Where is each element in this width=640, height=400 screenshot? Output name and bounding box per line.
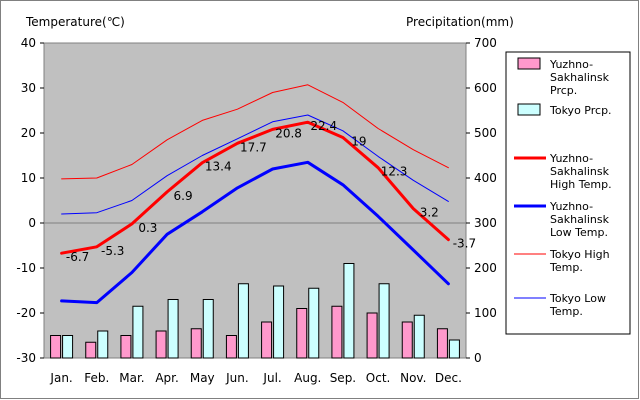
- legend-label: Yuzhno-: [549, 58, 593, 71]
- precip-tick-label: 300: [474, 216, 497, 230]
- temp-tick-label: 40: [21, 36, 36, 50]
- precip-tick-label: 600: [474, 81, 497, 95]
- yuzhno-precip-bar: [261, 321, 273, 359]
- month-label: Jul.: [262, 371, 281, 385]
- tokyo-precip-bar: [378, 283, 390, 359]
- high-temp-data-label: -3.7: [453, 237, 476, 251]
- month-label: Feb.: [84, 371, 109, 385]
- yuzhno-precip-bar: [155, 330, 167, 359]
- high-temp-data-label: -6.7: [66, 250, 89, 264]
- tokyo-precip-bar: [413, 314, 425, 359]
- plot-area: 403020100-10-20-307006005004003002001000…: [16, 36, 497, 385]
- plot-background: [43, 42, 467, 359]
- legend-label: Sakhalinsk: [550, 165, 610, 178]
- yuzhno-precip-bar: [331, 305, 343, 359]
- legend-box: [505, 51, 631, 335]
- right-axis-title: Precipitation(mm): [406, 15, 514, 29]
- legend-label: Temp.: [549, 261, 583, 274]
- month-label: Oct.: [366, 371, 391, 385]
- temp-tick-label: 0: [28, 216, 36, 230]
- precip-tick-label: 200: [474, 261, 497, 275]
- month-label: Apr.: [155, 371, 178, 385]
- tokyo-precip-bar: [237, 283, 249, 359]
- month-label: Nov.: [400, 371, 426, 385]
- tokyo-precip-bar: [273, 285, 285, 359]
- tokyo-precip-bar: [343, 263, 355, 359]
- legend-label: Tokyo High: [549, 248, 610, 261]
- precip-tick-label: 400: [474, 171, 497, 185]
- month-label: Dec.: [435, 371, 462, 385]
- legend-label: Low Temp.: [550, 226, 608, 239]
- yuzhno-precip-bar: [436, 328, 448, 359]
- high-temp-data-label: 13.4: [205, 160, 232, 174]
- yuzhno-precip-bar: [85, 341, 97, 359]
- tokyo-precip-bar: [448, 339, 460, 359]
- tokyo-precip-bar: [167, 299, 179, 359]
- tokyo-high-line: [61, 84, 449, 180]
- legend-label: Prcp.: [550, 84, 577, 97]
- temp-tick-label: 30: [21, 81, 36, 95]
- high-temp-data-label: 22.4: [310, 119, 337, 133]
- legend-label: Sakhalinsk: [550, 71, 610, 84]
- high-temp-data-label: 12.3: [381, 165, 408, 179]
- high-temp-data-label: 3.2: [420, 206, 439, 220]
- tokyo-precip-bar: [202, 299, 214, 359]
- yuzhno-precip-bar: [190, 328, 202, 359]
- legend-label: Yuzhno-: [549, 200, 593, 213]
- yuzhno-high-line: [60, 120, 450, 255]
- yuzhno-precip-bar: [120, 335, 132, 359]
- yuzhno-low-line: [60, 160, 450, 305]
- legend-label: High Temp.: [550, 178, 612, 191]
- legend-label: Yuzhno-: [549, 152, 593, 165]
- precip-tick-label: 700: [474, 36, 497, 50]
- yuzhno-precip-bar: [296, 308, 308, 359]
- high-temp-data-label: 6.9: [174, 189, 193, 203]
- temp-tick-label: -30: [16, 351, 36, 365]
- temp-tick-label: -20: [16, 306, 36, 320]
- tokyo-low-line: [61, 114, 449, 215]
- month-label: Jun.: [225, 371, 249, 385]
- month-label: Jan.: [49, 371, 72, 385]
- legend-label: Tokyo Low: [549, 292, 606, 305]
- tokyo-precip-bar: [62, 335, 74, 359]
- legend-label: Sakhalinsk: [550, 213, 610, 226]
- tokyo-precip-bar: [132, 305, 144, 359]
- yuzhno-precip-bar: [50, 335, 62, 359]
- left-axis-title: Temperature(℃): [25, 15, 125, 29]
- month-label: May: [190, 371, 215, 385]
- yuzhno-precip-bar: [366, 312, 378, 359]
- precip-tick-label: 500: [474, 126, 497, 140]
- temp-tick-label: 10: [21, 171, 36, 185]
- temp-tick-label: -10: [16, 261, 36, 275]
- legend-label: Tokyo Prcp.: [549, 104, 612, 117]
- high-temp-data-label: 0.3: [138, 221, 157, 235]
- month-label: Sep.: [330, 371, 356, 385]
- legend-label: Temp.: [549, 305, 583, 318]
- legend-tokyo-precip-swatch: [517, 103, 541, 116]
- high-temp-data-label: 17.7: [240, 140, 267, 154]
- legend-yuzhno-precip-swatch: [517, 57, 541, 70]
- high-temp-data-label: 20.8: [275, 126, 302, 140]
- tokyo-precip-bar: [97, 330, 109, 359]
- tokyo-precip-bar: [308, 287, 320, 359]
- high-temp-data-label: 19: [351, 135, 366, 149]
- yuzhno-precip-bar: [225, 335, 237, 359]
- month-label: Mar.: [119, 371, 144, 385]
- temp-tick-label: 20: [21, 126, 36, 140]
- yuzhno-precip-bar: [401, 321, 413, 359]
- high-temp-data-label: -5.3: [101, 244, 124, 258]
- precip-tick-label: 0: [474, 351, 482, 365]
- precip-tick-label: 100: [474, 306, 497, 320]
- month-label: Aug.: [294, 371, 321, 385]
